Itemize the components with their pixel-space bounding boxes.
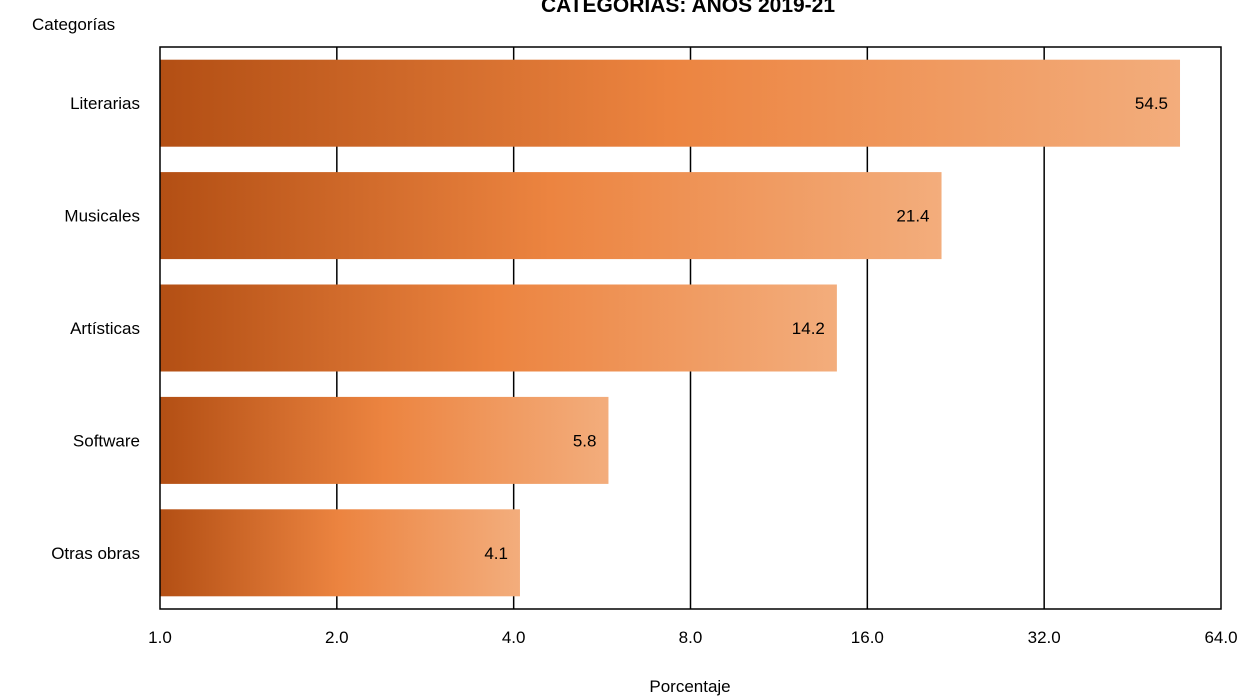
y-axis-title: Categorías [32,15,115,34]
data-label: 4.1 [484,544,508,563]
category-label: Otras obras [51,544,140,563]
data-label: 5.8 [573,431,597,450]
bar [160,59,1181,147]
bar [160,509,520,597]
x-axis-title: Porcentaje [649,677,730,696]
x-tick-label: 1.0 [148,628,172,647]
bar [160,284,837,372]
x-tick-label: 16.0 [851,628,884,647]
category-labels: Literarias Musicales Artísticas Software Otr… [51,94,140,563]
x-tick-labels: 1.0 2.0 4.0 8.0 16.0 32.0 64.0 [148,628,1237,647]
chart-title: CATEGORÍAS: AÑOS 2019-21 [541,0,835,17]
category-label: Software [73,431,140,450]
data-label: 54.5 [1135,94,1168,113]
category-label: Musicales [64,207,140,226]
x-tick-label: 64.0 [1204,628,1237,647]
bar [160,396,609,484]
plot-frame [159,46,1222,610]
category-label: Literarias [70,94,140,113]
x-tick-label: 2.0 [325,628,349,647]
data-label: 14.2 [792,319,825,338]
data-label: 21.4 [896,207,929,226]
x-tick-label: 32.0 [1028,628,1061,647]
bar [160,172,942,260]
category-label: Artísticas [70,319,140,338]
x-tick-label: 8.0 [679,628,703,647]
x-tick-label: 4.0 [502,628,526,647]
bars-layer: 54.5 21.4 14.2 5.8 4.1 [160,59,1181,597]
